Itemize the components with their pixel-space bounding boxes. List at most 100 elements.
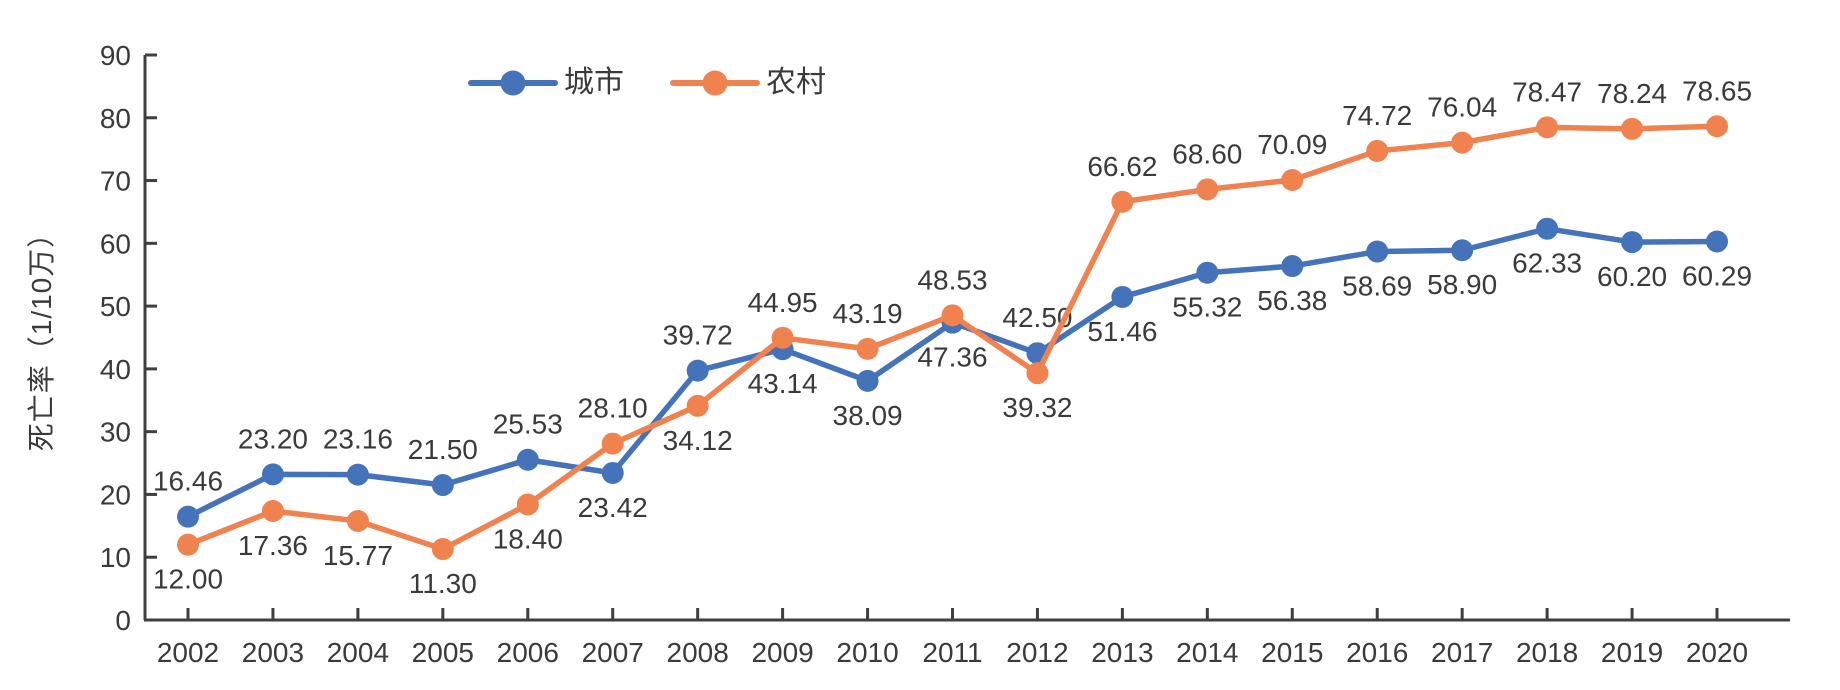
data-point-urban-2015 — [1281, 255, 1304, 278]
data-point-urban-2008 — [686, 359, 709, 382]
legend-line-marker-urban-icon — [468, 70, 558, 96]
y-axis-tick-label: 40 — [100, 354, 131, 385]
data-label-rural-2011: 48.53 — [917, 264, 987, 295]
y-axis-tick-label: 70 — [100, 166, 131, 197]
data-label-rural-2013: 66.62 — [1087, 151, 1157, 182]
x-axis-tick-label-2012: 2012 — [1006, 637, 1068, 668]
data-point-rural-2017 — [1451, 131, 1474, 154]
legend-item-urban: 城市 — [468, 68, 624, 98]
data-point-rural-2020 — [1706, 115, 1728, 138]
data-point-rural-2019 — [1621, 117, 1644, 140]
data-point-urban-2019 — [1621, 231, 1644, 254]
data-label-urban-2019: 60.20 — [1597, 261, 1667, 292]
y-axis-tick-label: 60 — [100, 228, 131, 259]
legend-dot-urban-icon — [500, 70, 526, 96]
legend-label-rural: 农村 — [766, 66, 826, 99]
legend-dot-rural-icon — [702, 70, 728, 96]
data-point-rural-2012 — [1026, 362, 1049, 385]
y-axis-tick-label: 0 — [115, 605, 131, 636]
data-label-urban-2004: 23.16 — [323, 424, 393, 455]
data-label-urban-2008: 39.72 — [663, 320, 733, 351]
data-label-urban-2014: 55.32 — [1172, 292, 1242, 323]
data-label-urban-2020: 60.29 — [1682, 261, 1752, 292]
data-label-urban-2018: 62.33 — [1512, 248, 1582, 279]
data-label-rural-2018: 78.47 — [1512, 76, 1582, 107]
data-point-rural-2009 — [771, 326, 794, 349]
legend-item-rural: 农村 — [670, 68, 826, 98]
data-point-urban-2002 — [177, 505, 199, 528]
y-axis-tick-label: 50 — [100, 291, 131, 322]
data-label-urban-2010: 38.09 — [833, 400, 903, 431]
data-label-urban-2017: 58.90 — [1427, 269, 1497, 300]
data-label-urban-2015: 56.38 — [1257, 285, 1327, 316]
x-axis-tick-label-2003: 2003 — [242, 637, 304, 668]
data-point-urban-2010 — [856, 369, 879, 392]
legend-line-marker-rural-icon — [670, 70, 760, 96]
data-point-rural-2002 — [177, 533, 199, 556]
data-point-rural-2014 — [1196, 178, 1219, 201]
data-label-rural-2016: 74.72 — [1342, 100, 1412, 131]
data-point-urban-2013 — [1111, 285, 1134, 308]
data-label-rural-2015: 70.09 — [1257, 129, 1327, 160]
x-axis-tick-label-2011: 2011 — [922, 637, 982, 668]
legend-label-urban: 城市 — [564, 66, 624, 99]
data-label-rural-2003: 17.36 — [238, 530, 308, 561]
data-point-rural-2006 — [516, 493, 539, 516]
y-axis-tick-label: 30 — [100, 417, 131, 448]
x-axis-tick-label-2017: 2017 — [1431, 637, 1493, 668]
x-axis-tick-label-2010: 2010 — [836, 637, 898, 668]
data-point-rural-2016 — [1366, 139, 1389, 162]
y-axis-tick-label: 10 — [100, 542, 131, 573]
data-point-rural-2010 — [856, 337, 879, 360]
data-label-rural-2012: 39.32 — [1002, 392, 1072, 423]
data-point-urban-2005 — [431, 474, 454, 497]
x-axis-tick-label-2020: 2020 — [1686, 637, 1748, 668]
x-axis-tick-label-2004: 2004 — [327, 637, 389, 668]
series-line-rural — [185, 123, 1720, 552]
data-label-urban-2013: 51.46 — [1087, 316, 1157, 347]
data-point-rural-2018 — [1536, 116, 1559, 139]
data-point-rural-2004 — [346, 509, 369, 532]
data-label-urban-2003: 23.20 — [238, 423, 308, 454]
x-axis-tick-label-2018: 2018 — [1516, 637, 1578, 668]
data-point-urban-2006 — [516, 448, 539, 471]
x-axis-tick-label-2002: 2002 — [157, 637, 219, 668]
x-axis-tick-label-2013: 2013 — [1091, 637, 1153, 668]
data-label-urban-2005: 21.50 — [408, 434, 478, 465]
x-axis-tick-label-2009: 2009 — [751, 637, 813, 668]
x-axis-tick-label-2014: 2014 — [1176, 637, 1238, 668]
data-point-urban-2018 — [1536, 217, 1559, 240]
data-label-urban-2016: 58.69 — [1342, 271, 1412, 302]
x-axis-tick-label-2006: 2006 — [497, 637, 559, 668]
data-label-urban-2009: 43.14 — [748, 368, 818, 399]
data-label-urban-2007: 23.42 — [578, 492, 648, 523]
data-point-urban-2017 — [1451, 239, 1474, 262]
data-point-rural-2015 — [1281, 168, 1304, 191]
x-axis-tick-label-2005: 2005 — [412, 637, 474, 668]
data-label-rural-2019: 78.24 — [1597, 78, 1667, 109]
y-axis-title: 死亡率（1/10万） — [26, 218, 57, 452]
data-point-urban-2016 — [1366, 240, 1389, 263]
data-label-urban-2011: 47.36 — [917, 342, 987, 373]
data-label-rural-2010: 43.19 — [833, 298, 903, 329]
data-label-urban-2006: 25.53 — [493, 409, 563, 440]
data-point-rural-2013 — [1111, 190, 1134, 213]
data-point-rural-2008 — [686, 394, 709, 417]
y-axis-tick-label: 20 — [100, 479, 131, 510]
chart-legend: 城市 农村 — [468, 68, 826, 98]
data-point-rural-2011 — [941, 304, 964, 327]
data-label-rural-2005: 11.30 — [409, 568, 477, 599]
x-axis-tick-label-2008: 2008 — [667, 637, 729, 668]
data-point-rural-2007 — [601, 432, 624, 455]
y-axis-tick-label: 90 — [100, 40, 131, 71]
data-point-urban-2003 — [261, 463, 284, 486]
data-point-urban-2014 — [1196, 261, 1219, 284]
data-point-rural-2005 — [431, 538, 454, 561]
data-point-urban-2020 — [1706, 230, 1728, 253]
data-label-rural-2009: 44.95 — [748, 287, 818, 318]
x-axis-tick-label-2015: 2015 — [1261, 637, 1323, 668]
data-label-rural-2007: 28.10 — [578, 393, 648, 424]
data-label-rural-2014: 68.60 — [1172, 138, 1242, 169]
